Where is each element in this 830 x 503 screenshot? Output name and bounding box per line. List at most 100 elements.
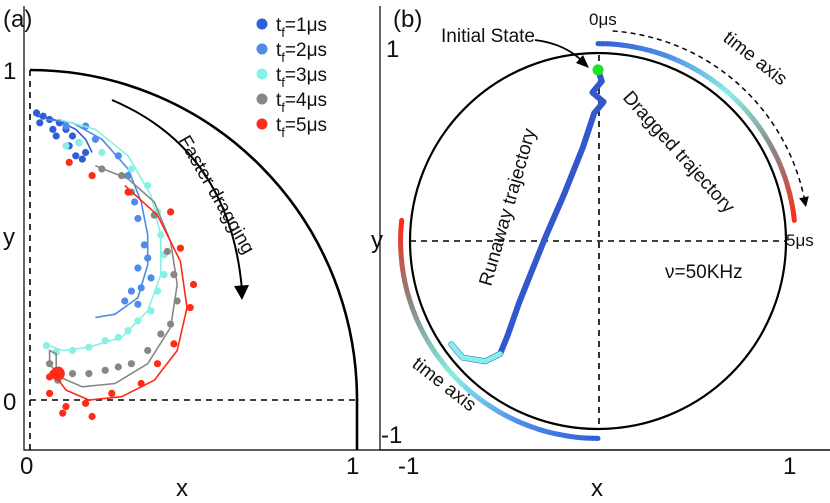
legend-marker-3 (256, 68, 268, 80)
panel-a-y-axis-label: y (3, 224, 15, 251)
series-3-point (75, 139, 83, 147)
series-4-curve (48, 164, 179, 388)
t0-label: 0μs (589, 10, 617, 29)
series-4-point (46, 360, 54, 368)
panel-b-y-tick-bottom: -1 (381, 422, 402, 449)
runaway-trajectory (448, 66, 607, 365)
series-3-point (98, 148, 106, 157)
series-1-point (68, 132, 77, 140)
legend-marker-2 (256, 43, 268, 55)
legend-label-2: tf=2μs (276, 40, 327, 65)
series-5-point (137, 379, 145, 388)
legend-marker-4 (256, 93, 268, 105)
series-1-point (36, 119, 44, 127)
series-2-point (144, 254, 152, 262)
panel-b-unit-circle (408, 51, 788, 431)
frequency-label: ν=50KHz (665, 262, 743, 283)
legend-label-4: tf=4μs (276, 90, 327, 115)
series-3-point (42, 342, 51, 350)
panel-b-label: (b) (393, 6, 422, 33)
series-5-point (189, 280, 198, 289)
series-5-point (65, 158, 73, 166)
series-1-point (49, 125, 57, 133)
panel-a-series (32, 109, 198, 421)
series-3-point (52, 348, 60, 356)
series-2-point (91, 135, 99, 143)
series-3-point (85, 343, 93, 351)
panel-a-x-tick-right: 1 (346, 453, 359, 480)
series-5-point (59, 409, 67, 417)
runaway-trajectory-label: Runaway trajectory (476, 126, 541, 289)
series-2-point (134, 300, 142, 308)
series-3-point (157, 231, 165, 239)
series-2-point (137, 284, 145, 292)
series-4-point (98, 165, 106, 173)
series-3-point (144, 181, 152, 190)
time-axis-arrowhead (799, 196, 809, 207)
series-1-point (32, 109, 41, 117)
initial-state-marker (592, 64, 604, 76)
panel-a-label: (a) (3, 6, 32, 33)
initial-state-arrowhead (576, 55, 589, 68)
panel-b-trajectories (398, 30, 809, 441)
panel-b-x-tick-left: -1 (398, 453, 419, 480)
panel-a-unit-circle (29, 68, 359, 450)
dragged-trajectory-segment (791, 213, 797, 223)
series-3-point (114, 333, 122, 341)
series-5-point (176, 244, 184, 252)
series-2-point (121, 297, 129, 305)
series-5-point (62, 403, 70, 411)
series-2-point (134, 264, 142, 272)
legend-marker-1 (256, 18, 268, 30)
panel-b-frame (379, 6, 830, 451)
panel-a-x-tick-left: 0 (20, 453, 33, 480)
series-4-point (163, 247, 171, 256)
series-4-point (85, 370, 93, 378)
panel-b-x-tick-right: 1 (783, 453, 796, 480)
initial-state-label: Initial State (441, 26, 535, 47)
panel-a: (a) 1 0 0 1 x y Faster dragging tf=1μstf… (3, 6, 830, 502)
bottom-trajectory-segment (398, 217, 405, 229)
series-5-point (82, 399, 90, 407)
series-3-point (127, 165, 135, 173)
series-4-point (118, 172, 126, 180)
panel-b-x-axis-label: x (591, 475, 603, 502)
time-axis-arrow (612, 30, 805, 198)
series-4-point (144, 346, 152, 355)
series-1-point (72, 152, 80, 160)
series-4-point (101, 366, 109, 374)
series-4-point (114, 363, 122, 371)
series-2-point (147, 274, 155, 282)
panel-b-y-tick-top: 1 (386, 36, 399, 63)
legend-marker-5 (256, 118, 268, 130)
series-3-point (62, 142, 70, 150)
series-3-point (134, 317, 142, 325)
series-5-point (46, 389, 54, 397)
series-2-curve (46, 118, 149, 319)
dragged-trajectory-label: Dragged trajectory (618, 87, 739, 218)
t5-label: 5μs (786, 231, 814, 250)
series-2-point (134, 214, 142, 223)
faster-dragging-arrow (111, 99, 243, 291)
series-2-point (131, 198, 139, 206)
series-1-point (52, 132, 60, 140)
series-5-point (108, 389, 116, 397)
panel-a-y-tick-top: 1 (3, 58, 16, 85)
series-2-point (62, 122, 70, 130)
series-4-point (68, 370, 77, 378)
panel-b: (b) 1 -1 -1 1 x y Initial State 0μs 5μs … (371, 6, 830, 502)
series-1-point (82, 148, 90, 157)
series-5-point (153, 360, 162, 368)
series-3-point (101, 337, 109, 345)
panel-b-y-axis-label: y (371, 227, 383, 254)
runaway-trajectory-tail (448, 341, 503, 364)
legend-label-5: tf=5μs (276, 115, 327, 140)
faster-dragging-arrowhead (234, 285, 249, 300)
series-5-point (186, 304, 194, 312)
time-axis-top-label: time axis (719, 27, 791, 90)
series-4-point (157, 330, 165, 338)
series-5-point (167, 208, 175, 216)
series-3-point (147, 307, 155, 315)
legend-label-3: tf=3μs (276, 65, 327, 90)
